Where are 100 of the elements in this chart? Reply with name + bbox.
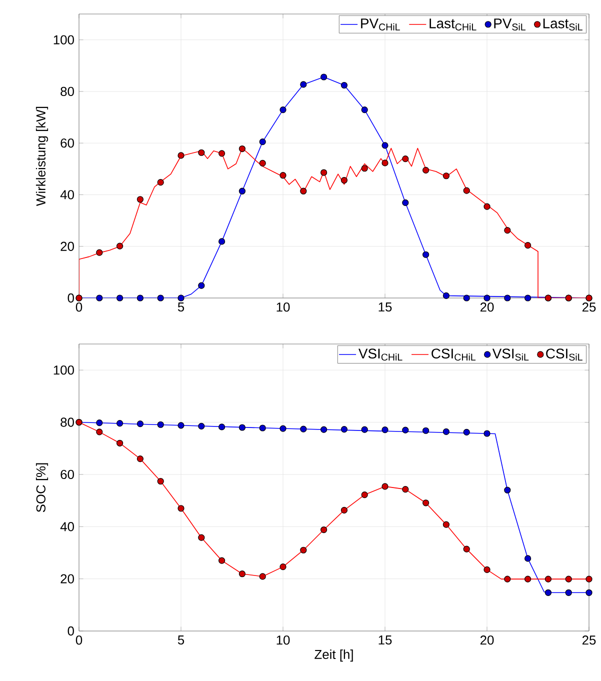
point [340, 82, 348, 89]
point [218, 150, 226, 157]
x-tick-label: 5 [178, 302, 184, 312]
point [238, 424, 246, 431]
x-tick-label: 0 [76, 302, 82, 312]
point [238, 145, 246, 152]
point [96, 294, 103, 302]
point [96, 419, 103, 426]
point [218, 424, 226, 430]
point [157, 179, 164, 186]
point [402, 156, 409, 162]
point [402, 426, 409, 434]
point [463, 546, 470, 552]
y-tick-label: 40 [60, 190, 74, 200]
point [382, 160, 388, 166]
point [586, 589, 592, 596]
point [300, 188, 307, 194]
point [484, 203, 490, 210]
point [157, 294, 164, 302]
point [442, 172, 450, 180]
point [259, 138, 266, 146]
x-tick-label: 5 [178, 636, 184, 645]
y-axis-title: Wirkleistung [kW] [36, 106, 48, 206]
y-tick-label: 80 [60, 86, 74, 96]
point [504, 227, 511, 234]
point [280, 425, 286, 432]
x-tick-label: 15 [378, 302, 392, 312]
x-tick-label: 10 [276, 636, 290, 645]
point [280, 564, 286, 570]
point [586, 576, 592, 582]
x-tick-label: 10 [276, 302, 290, 312]
point [300, 81, 307, 88]
y-tick-label: 20 [60, 574, 74, 584]
y-tick-label: 0 [68, 293, 74, 303]
point [422, 251, 430, 258]
y-tick-label: 0 [68, 626, 74, 636]
point [320, 426, 328, 433]
point [565, 589, 572, 596]
point [116, 242, 124, 250]
point [178, 294, 184, 302]
point [524, 242, 532, 249]
point [504, 294, 511, 302]
point [524, 555, 532, 562]
point [218, 557, 226, 564]
point [340, 506, 348, 514]
point [116, 440, 124, 446]
point [116, 294, 124, 302]
point [320, 169, 328, 176]
point [524, 576, 532, 582]
point [442, 428, 450, 435]
point [178, 152, 184, 159]
y-tick-label: 100 [54, 366, 74, 375]
point [259, 160, 266, 167]
x-tick-label: 0 [76, 636, 82, 645]
point [300, 546, 307, 554]
point [361, 492, 368, 498]
point [524, 294, 532, 302]
point [544, 576, 552, 582]
point [300, 426, 307, 432]
y-tick-label: 40 [60, 522, 74, 532]
point [340, 176, 348, 184]
point [320, 74, 328, 80]
point [504, 486, 511, 494]
point [198, 534, 205, 541]
point [198, 282, 205, 289]
y-tick-label: 60 [60, 138, 74, 148]
point [422, 427, 430, 434]
point [484, 566, 490, 573]
point [463, 294, 470, 302]
point [198, 149, 205, 156]
point [280, 172, 286, 179]
point [238, 188, 246, 194]
point [96, 249, 103, 256]
legend-label: VSI$_{SiL}$ [492, 348, 529, 361]
point [442, 521, 450, 528]
point [382, 142, 388, 149]
x-tick-label: 15 [378, 636, 392, 645]
point [504, 576, 511, 582]
point [320, 526, 328, 534]
legend-label: PV$_{SiL}$ [494, 18, 526, 30]
point [361, 426, 368, 433]
point [218, 238, 226, 245]
point [565, 576, 572, 582]
point [157, 421, 164, 428]
point [259, 573, 266, 580]
x-axis-title: Zeit [h] [314, 650, 353, 662]
point [544, 589, 552, 596]
legend-label: Last$_{SiL}$ [543, 18, 582, 30]
y-tick-label: 100 [54, 35, 74, 44]
point [136, 196, 144, 203]
x-tick-label: 25 [582, 636, 596, 645]
point [157, 478, 164, 485]
point [280, 106, 286, 114]
point [259, 424, 266, 432]
point [422, 500, 430, 506]
point [402, 486, 409, 493]
point [136, 294, 144, 302]
y-axis-title: SOC [%] [36, 463, 48, 512]
legend-label: CSI$_{SiL}$ [546, 348, 582, 361]
x-tick-label: 20 [480, 302, 494, 312]
